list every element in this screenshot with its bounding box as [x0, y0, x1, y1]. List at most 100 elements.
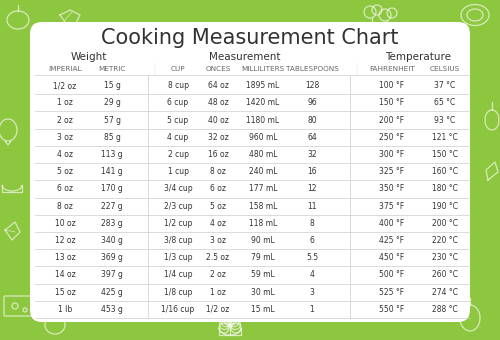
Text: Cooking Measurement Chart: Cooking Measurement Chart [101, 28, 399, 48]
Text: 8 oz: 8 oz [57, 202, 73, 210]
Text: 250 °F: 250 °F [380, 133, 404, 142]
Text: 3: 3 [310, 288, 314, 297]
Text: 1180 mL: 1180 mL [246, 116, 280, 124]
Text: 6 oz: 6 oz [57, 184, 73, 193]
Text: 4 oz: 4 oz [57, 150, 73, 159]
Text: 200 °F: 200 °F [380, 116, 404, 124]
Text: 93 °C: 93 °C [434, 116, 456, 124]
Text: 1/3 cup: 1/3 cup [164, 253, 192, 262]
Text: 1420 mL: 1420 mL [246, 98, 280, 107]
Text: 190 °C: 190 °C [432, 202, 458, 210]
Text: 220 °C: 220 °C [432, 236, 458, 245]
Text: 230 °C: 230 °C [432, 253, 458, 262]
Text: 4: 4 [310, 270, 314, 279]
Text: 453 g: 453 g [101, 305, 123, 314]
Text: 1/4 cup: 1/4 cup [164, 270, 192, 279]
Text: 200 °C: 200 °C [432, 219, 458, 228]
Text: 150 °C: 150 °C [432, 150, 458, 159]
Text: 15 g: 15 g [104, 81, 120, 90]
Text: TABLESPOONS: TABLESPOONS [286, 66, 339, 72]
Text: 288 °C: 288 °C [432, 305, 458, 314]
Text: 12: 12 [307, 184, 317, 193]
Text: MILLILITERS: MILLILITERS [242, 66, 284, 72]
Text: 12 oz: 12 oz [54, 236, 76, 245]
Text: 16 oz: 16 oz [208, 150, 229, 159]
Text: 375 °F: 375 °F [380, 202, 404, 210]
Text: CELSIUS: CELSIUS [430, 66, 460, 72]
Text: 177 mL: 177 mL [249, 184, 277, 193]
Text: 3 oz: 3 oz [210, 236, 226, 245]
Text: 16: 16 [307, 167, 317, 176]
Text: Measurement: Measurement [209, 52, 281, 62]
Text: 121 °C: 121 °C [432, 133, 458, 142]
Text: 283 g: 283 g [101, 219, 123, 228]
Text: Weight: Weight [70, 52, 106, 62]
Text: METRIC: METRIC [98, 66, 126, 72]
Text: 5.5: 5.5 [306, 253, 318, 262]
Text: 4 cup: 4 cup [168, 133, 188, 142]
Text: 1/16 cup: 1/16 cup [162, 305, 194, 314]
Text: 113 g: 113 g [101, 150, 123, 159]
Text: 37 °C: 37 °C [434, 81, 456, 90]
Text: 128: 128 [305, 81, 319, 90]
Text: 3/4 cup: 3/4 cup [164, 184, 192, 193]
Text: 64 oz: 64 oz [208, 81, 229, 90]
Text: 170 g: 170 g [101, 184, 123, 193]
Text: IMPERIAL: IMPERIAL [48, 66, 82, 72]
Text: 180 °C: 180 °C [432, 184, 458, 193]
Text: 400 °F: 400 °F [380, 219, 404, 228]
Text: 1: 1 [310, 305, 314, 314]
Text: 160 °C: 160 °C [432, 167, 458, 176]
Text: 85 g: 85 g [104, 133, 120, 142]
Text: 3/8 cup: 3/8 cup [164, 236, 192, 245]
Text: 227 g: 227 g [101, 202, 123, 210]
Text: CUP: CUP [170, 66, 186, 72]
Text: 48 oz: 48 oz [208, 98, 229, 107]
Text: 425 °F: 425 °F [380, 236, 404, 245]
Text: 8 oz: 8 oz [210, 167, 226, 176]
Text: 1 lb: 1 lb [58, 305, 72, 314]
Text: 1/2 oz: 1/2 oz [54, 81, 76, 90]
Text: 158 mL: 158 mL [249, 202, 277, 210]
Text: 100 °F: 100 °F [380, 81, 404, 90]
Text: 59 mL: 59 mL [251, 270, 275, 279]
Text: 1895 mL: 1895 mL [246, 81, 280, 90]
Text: 65 °C: 65 °C [434, 98, 456, 107]
Text: 11: 11 [307, 202, 317, 210]
Text: 1/8 cup: 1/8 cup [164, 288, 192, 297]
Text: 1 oz: 1 oz [57, 98, 73, 107]
Text: 80: 80 [307, 116, 317, 124]
Text: 118 mL: 118 mL [249, 219, 277, 228]
Text: 369 g: 369 g [101, 253, 123, 262]
Text: 340 g: 340 g [101, 236, 123, 245]
Text: 550 °F: 550 °F [380, 305, 404, 314]
Text: 960 mL: 960 mL [248, 133, 278, 142]
Text: 1/2 oz: 1/2 oz [206, 305, 230, 314]
Text: 96: 96 [307, 98, 317, 107]
Text: 450 °F: 450 °F [380, 253, 404, 262]
Text: 57 g: 57 g [104, 116, 120, 124]
Text: 2/3 cup: 2/3 cup [164, 202, 192, 210]
Text: 4 oz: 4 oz [210, 219, 226, 228]
Text: 40 oz: 40 oz [208, 116, 229, 124]
Text: 150 °F: 150 °F [380, 98, 404, 107]
Text: 2 oz: 2 oz [210, 270, 226, 279]
Text: 6 oz: 6 oz [210, 184, 226, 193]
Text: 79 mL: 79 mL [251, 253, 275, 262]
Text: 2 cup: 2 cup [168, 150, 188, 159]
Text: ONCES: ONCES [206, 66, 231, 72]
Text: 5 cup: 5 cup [168, 116, 188, 124]
Text: 240 mL: 240 mL [249, 167, 277, 176]
Text: 480 mL: 480 mL [249, 150, 277, 159]
Text: 350 °F: 350 °F [380, 184, 404, 193]
Text: 5 oz: 5 oz [210, 202, 226, 210]
Text: 141 g: 141 g [101, 167, 123, 176]
Text: 15 mL: 15 mL [251, 305, 275, 314]
Text: 64: 64 [307, 133, 317, 142]
Text: 525 °F: 525 °F [380, 288, 404, 297]
Text: 15 oz: 15 oz [54, 288, 76, 297]
Text: 500 °F: 500 °F [380, 270, 404, 279]
Text: 1/2 cup: 1/2 cup [164, 219, 192, 228]
Text: 8: 8 [310, 219, 314, 228]
Text: 325 °F: 325 °F [380, 167, 404, 176]
